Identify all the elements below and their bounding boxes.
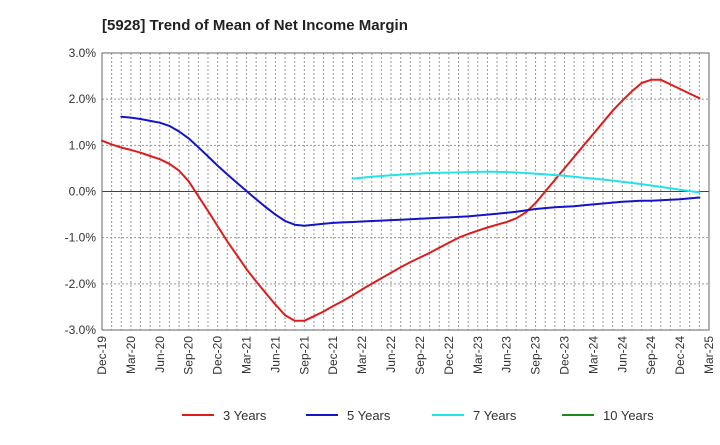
x-tick-label: Jun-21: [268, 336, 282, 373]
x-tick-label: Dec-21: [326, 336, 340, 375]
x-tick-label: Mar-21: [240, 336, 254, 374]
legend-label: 10 Years: [603, 408, 654, 423]
x-tick-label: Jun-20: [153, 336, 167, 373]
series-lines: [101, 78, 701, 322]
x-tick-label: Dec-23: [557, 336, 571, 375]
x-tick-label: Sep-20: [182, 336, 196, 375]
x-tick-label: Jun-24: [615, 336, 629, 373]
x-tick-label: Dec-19: [95, 336, 109, 375]
x-tick-label: Sep-22: [413, 336, 427, 375]
y-tick-label: -3.0%: [65, 323, 97, 337]
y-tick-label: -1.0%: [65, 231, 97, 245]
series-line-5-years: [120, 115, 701, 227]
y-tick-label: 1.0%: [69, 138, 97, 152]
x-tick-label: Dec-22: [442, 336, 456, 375]
legend-label: 3 Years: [223, 408, 267, 423]
y-tick-label: 0.0%: [69, 185, 97, 199]
x-tick-label: Mar-20: [124, 336, 138, 374]
x-tick-label: Mar-25: [702, 336, 716, 374]
y-tick-label: 3.0%: [69, 46, 97, 60]
series-line-3-years: [101, 78, 701, 322]
y-tick-label: -2.0%: [65, 277, 97, 291]
legend-label: 5 Years: [347, 408, 391, 423]
x-tick-label: Dec-24: [673, 336, 687, 375]
series-line-7-years: [351, 170, 701, 194]
x-axis: Dec-19 Mar-20 Jun-20 Sep-20 Dec-20 Mar-21 Jun-…: [95, 336, 716, 375]
legend: 3 Years 5 Years 7 Years 10 Years: [182, 408, 654, 423]
grid: [102, 53, 709, 330]
x-tick-label: Jun-22: [384, 336, 398, 373]
x-tick-label: Sep-21: [297, 336, 311, 375]
x-tick-label: Sep-23: [529, 336, 543, 375]
x-tick-label: Sep-24: [644, 336, 658, 375]
y-tick-label: 2.0%: [69, 92, 97, 106]
x-tick-label: Mar-24: [586, 336, 600, 374]
y-axis: 3.0% 2.0% 1.0% 0.0% -1.0% -2.0% -3.0%: [65, 46, 97, 337]
x-tick-label: Jun-23: [500, 336, 514, 373]
chart-title: [5928] Trend of Mean of Net Income Margi…: [102, 17, 408, 34]
x-tick-label: Mar-23: [471, 336, 485, 374]
plot-area-border: [101, 52, 710, 331]
x-tick-label: Dec-20: [211, 336, 225, 375]
x-tick-label: Mar-22: [355, 336, 369, 374]
legend-label: 7 Years: [473, 408, 517, 423]
